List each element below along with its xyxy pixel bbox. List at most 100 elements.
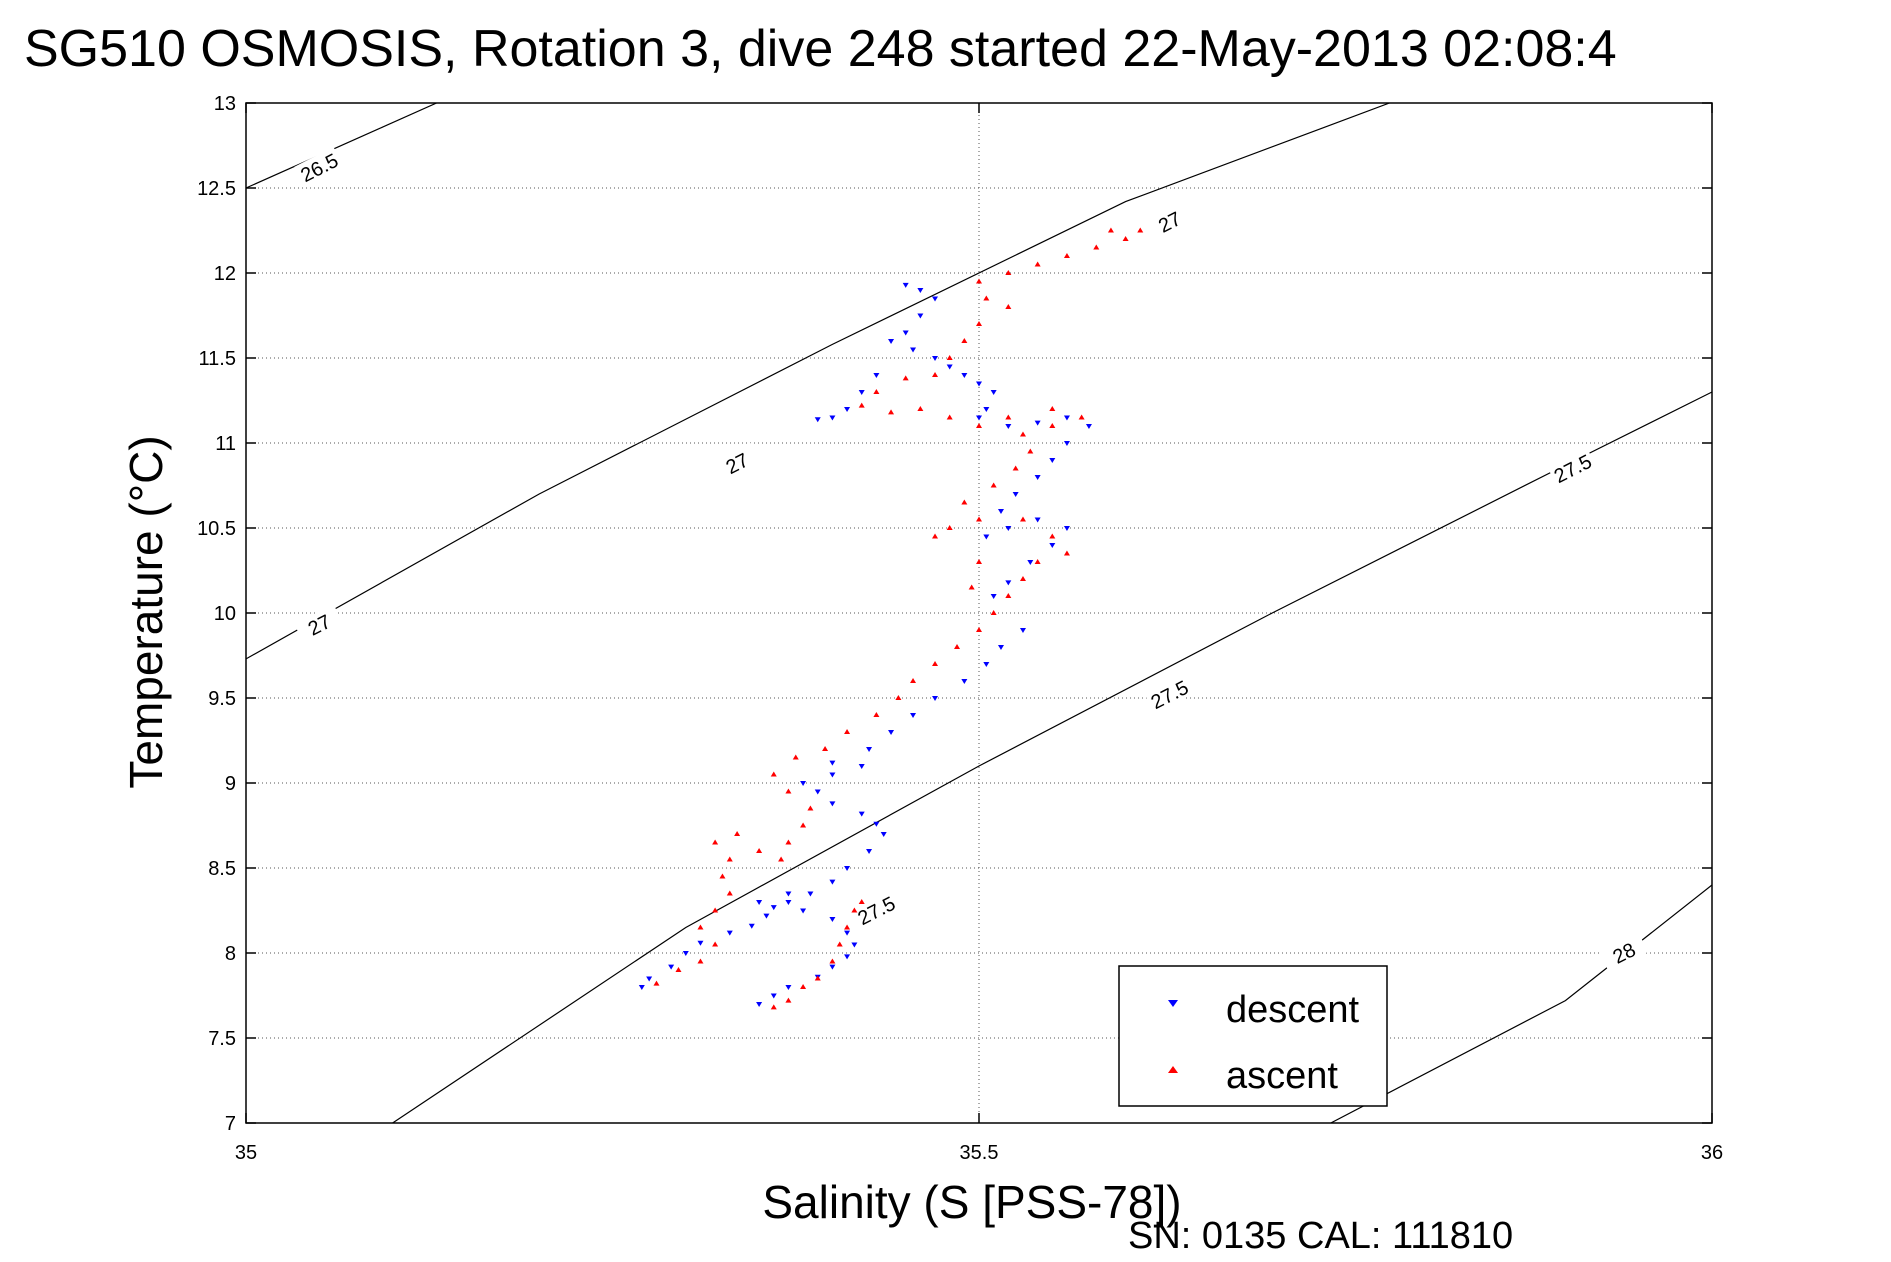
y-tick-label: 7 [225, 1113, 236, 1135]
x-tick-label: 35.5 [960, 1142, 999, 1164]
descent-point [829, 801, 836, 807]
descent-point [932, 296, 939, 302]
ascent-point [675, 967, 682, 972]
ascent-point [1078, 414, 1085, 420]
descent-point [829, 917, 836, 922]
descent-point [983, 407, 990, 412]
descent-point [917, 313, 924, 319]
legend-entry-ascent: ascent [1168, 1055, 1338, 1097]
contour-label-bg [1144, 201, 1194, 241]
descent-point [932, 696, 939, 701]
descent-point [748, 923, 755, 929]
descent-point [997, 509, 1004, 514]
descent-point [932, 356, 939, 361]
ascent-point [712, 941, 719, 947]
descent-point [697, 940, 704, 946]
ascent-point [1049, 423, 1056, 428]
x-axis: 35 35.5 36 [235, 103, 1723, 1164]
ascent-point [1005, 414, 1012, 420]
ascent-point [932, 533, 939, 539]
ascent-point [873, 389, 880, 394]
ascent-point [807, 805, 814, 811]
ascent-point [983, 295, 990, 301]
ascent-point [712, 907, 719, 913]
descent-point [1034, 475, 1041, 480]
ascent-point [976, 278, 982, 284]
descent-point [1019, 628, 1026, 633]
descent-point [829, 772, 836, 778]
y-tick-label: 12.5 [197, 178, 236, 200]
ascent-point [976, 423, 982, 428]
ascent-point [653, 980, 660, 986]
calibration-annotation: SN: 0135 CAL: 111810 [1128, 1215, 1513, 1257]
ascent-point [1122, 236, 1129, 241]
ascent-point [968, 584, 975, 590]
ascent-point [1049, 533, 1056, 539]
y-tick-label: 12 [214, 263, 236, 285]
descent-point [829, 879, 836, 885]
contour-label-group: 27 [1144, 201, 1194, 241]
contour-label-group: 27 [712, 442, 762, 483]
descent-point [785, 891, 792, 897]
chart-title: SG510 OSMOSIS, Rotation 3, dive 248 star… [24, 20, 1617, 78]
y-tick-label: 10 [214, 603, 236, 625]
descent-point [990, 594, 997, 599]
descent-point [983, 534, 990, 540]
ascent-point [1049, 406, 1056, 411]
ascent-point [873, 712, 880, 717]
descent-point [888, 339, 895, 344]
descent-point [1049, 543, 1056, 548]
descent-point [873, 373, 880, 378]
legend-entry-descent: descent [1168, 989, 1360, 1031]
descent-point [1063, 526, 1070, 531]
descent-point [1027, 560, 1034, 565]
ascent-point [961, 338, 968, 343]
contour-label-bg [1547, 447, 1597, 488]
descent-point [814, 417, 821, 423]
ascent-point [1019, 576, 1026, 581]
series-ascent [653, 227, 1144, 1010]
descent-point [946, 364, 953, 370]
descent-point [902, 282, 909, 288]
ascent-point [712, 839, 719, 845]
ascent-point [800, 984, 807, 989]
descent-point [763, 913, 770, 919]
y-axis: 7 7.5 8 8.5 9 9.5 10 10.5 11 11.5 12 12.5 13 [197, 93, 1712, 1135]
contour-label-group: 27.5 [1144, 673, 1194, 714]
descent-point [866, 849, 873, 854]
y-tick-label: 9 [225, 773, 236, 795]
legend-descent-marker [1168, 1000, 1178, 1007]
ascent-point [697, 958, 704, 964]
ascent-point [719, 873, 726, 879]
descent-point [844, 407, 851, 412]
descent-point [844, 930, 851, 936]
descent-point [1034, 517, 1041, 523]
ascent-point [1137, 227, 1144, 233]
contour-label-bg [712, 442, 762, 483]
descent-point [726, 930, 733, 936]
y-tick-label: 13 [214, 93, 236, 115]
ascent-point [726, 890, 733, 896]
y-tick-label: 9.5 [208, 688, 236, 710]
descent-point [902, 330, 909, 336]
contour-label-bg [1598, 932, 1649, 972]
descent-point [682, 951, 689, 956]
descent-point [990, 390, 997, 395]
y-tick-label: 7.5 [208, 1028, 236, 1050]
descent-point [888, 730, 895, 735]
ascent-point [895, 695, 902, 700]
descent-point [1063, 441, 1070, 446]
y-tick-label: 11.5 [199, 348, 236, 370]
ascent-point [1107, 227, 1114, 233]
descent-point [910, 713, 917, 718]
gridlines [245, 102, 1713, 1124]
ascent-point [976, 321, 982, 326]
ascent-point [976, 627, 982, 632]
y-tick-label: 11 [215, 433, 236, 455]
descent-point [844, 954, 851, 960]
ascent-point [822, 746, 829, 751]
ascent-point [946, 525, 953, 530]
ascent-point [785, 788, 792, 794]
legend-descent-label: descent [1226, 989, 1360, 1031]
descent-point [1034, 420, 1041, 426]
